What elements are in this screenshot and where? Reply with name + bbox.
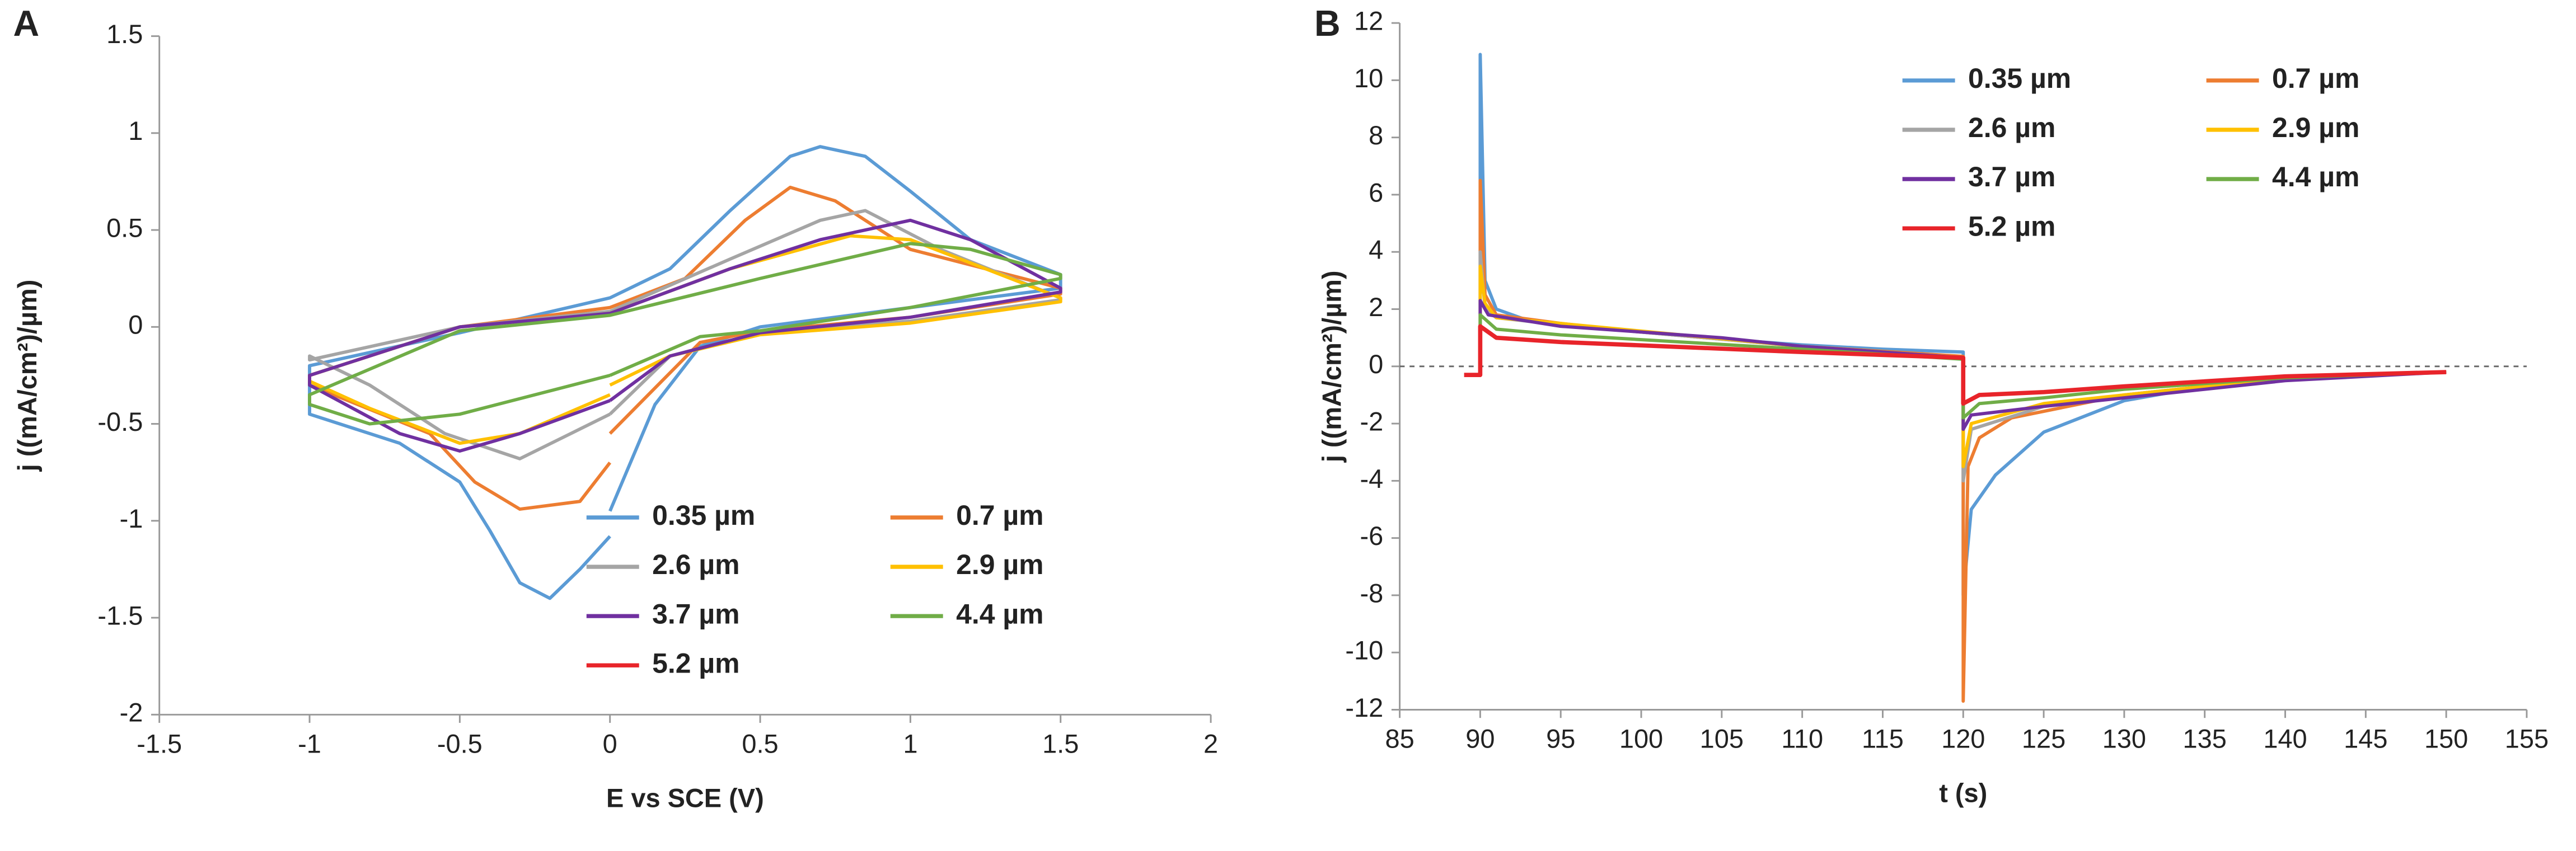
x-tick-label: -1 bbox=[298, 728, 321, 758]
y-tick-label: 0.5 bbox=[106, 213, 143, 242]
x-tick-label: -0.5 bbox=[437, 728, 483, 758]
x-tick-label: 125 bbox=[2022, 724, 2066, 754]
x-tick-label: 130 bbox=[2102, 724, 2146, 754]
legend-label: 5.2 µm bbox=[1968, 210, 2055, 242]
y-tick-label: -6 bbox=[1360, 521, 1383, 551]
data-line bbox=[1464, 324, 2447, 406]
legend-label: 3.7 µm bbox=[1968, 161, 2055, 192]
y-tick-label: -8 bbox=[1360, 578, 1383, 608]
legend-label: 5.2 µm bbox=[652, 647, 739, 679]
x-tick-label: 120 bbox=[1941, 724, 1985, 754]
y-tick-label: -2 bbox=[120, 698, 143, 727]
y-tick-label: -10 bbox=[1345, 636, 1383, 665]
y-axis-title: j ((mA/cm²)/µm) bbox=[1317, 270, 1347, 463]
x-tick-label: 90 bbox=[1465, 724, 1495, 754]
x-tick-label: 100 bbox=[1619, 724, 1663, 754]
y-tick-label: -12 bbox=[1345, 693, 1383, 722]
x-tick-label: 2 bbox=[1203, 728, 1218, 758]
y-tick-label: 1.5 bbox=[106, 19, 143, 49]
x-tick-label: 85 bbox=[1385, 724, 1414, 754]
legend-label: 2.6 µm bbox=[652, 549, 739, 580]
x-tick-label: 140 bbox=[2263, 724, 2307, 754]
legend-label: 4.4 µm bbox=[956, 598, 1043, 629]
panel-label: A bbox=[13, 3, 39, 44]
legend-label: 2.6 µm bbox=[1968, 112, 2055, 143]
legend-label: 0.35 µm bbox=[1968, 63, 2071, 94]
y-tick-label: 0 bbox=[128, 310, 143, 340]
x-tick-label: 110 bbox=[1781, 724, 1823, 754]
legend-label: 2.9 µm bbox=[2272, 112, 2359, 143]
y-tick-label: 1 bbox=[128, 116, 143, 145]
y-tick-label: -1.5 bbox=[97, 600, 143, 630]
legend-label: 3.7 µm bbox=[652, 598, 739, 629]
x-tick-label: 150 bbox=[2424, 724, 2468, 754]
y-tick-label: -0.5 bbox=[97, 407, 143, 436]
x-tick-label: 0.5 bbox=[742, 728, 778, 758]
legend-label: 0.7 µm bbox=[2272, 63, 2359, 94]
legend-label: 2.9 µm bbox=[956, 549, 1043, 580]
x-tick-label: -1.5 bbox=[137, 728, 182, 758]
x-axis-title: t (s) bbox=[1939, 778, 1987, 808]
y-tick-label: 4 bbox=[1369, 235, 1383, 265]
y-axis-title: j ((mA/cm²)/µm) bbox=[12, 280, 42, 472]
y-tick-label: 12 bbox=[1354, 6, 1383, 36]
x-tick-label: 145 bbox=[2344, 724, 2387, 754]
panel-label: B bbox=[1314, 3, 1341, 44]
legend-label: 4.4 µm bbox=[2272, 161, 2359, 192]
x-tick-label: 1.5 bbox=[1042, 728, 1079, 758]
x-tick-label: 0 bbox=[603, 728, 617, 758]
y-tick-label: -2 bbox=[1360, 406, 1383, 436]
y-tick-label: 2 bbox=[1369, 292, 1383, 322]
x-tick-label: 105 bbox=[1700, 724, 1744, 754]
y-tick-label: 0 bbox=[1369, 349, 1383, 379]
data-line bbox=[308, 209, 1062, 460]
y-tick-label: -1 bbox=[120, 504, 143, 533]
x-axis-title: E vs SCE (V) bbox=[606, 783, 764, 812]
legend-label: 0.7 µm bbox=[956, 500, 1043, 531]
x-tick-label: 155 bbox=[2505, 724, 2549, 754]
legend-label: 0.35 µm bbox=[652, 500, 755, 531]
x-tick-label: 115 bbox=[1862, 724, 1904, 754]
data-line bbox=[308, 218, 1062, 453]
y-tick-label: 10 bbox=[1354, 63, 1383, 93]
x-tick-label: 95 bbox=[1546, 724, 1575, 754]
x-tick-label: 1 bbox=[903, 728, 917, 758]
data-line bbox=[308, 242, 1062, 426]
y-tick-label: 6 bbox=[1369, 177, 1383, 207]
y-tick-label: 8 bbox=[1369, 120, 1383, 150]
x-tick-label: 135 bbox=[2183, 724, 2227, 754]
data-line bbox=[1478, 53, 2447, 597]
y-tick-label: -4 bbox=[1360, 464, 1383, 493]
